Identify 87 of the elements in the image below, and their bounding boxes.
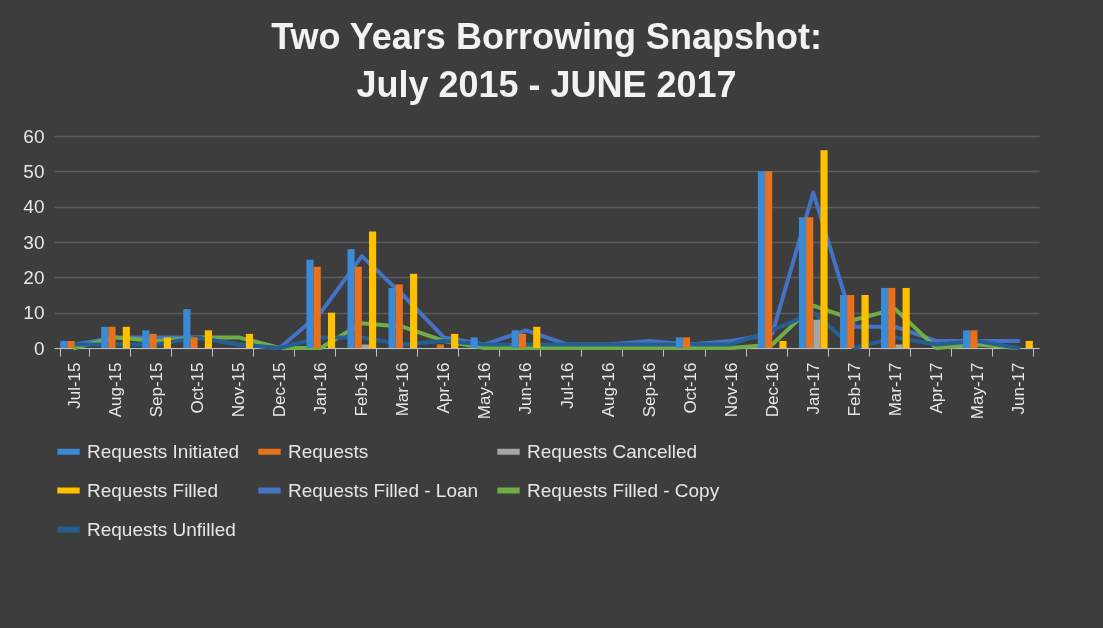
legend-label: Requests Filled - Loan bbox=[288, 479, 479, 501]
x-tick-label: Aug-15 bbox=[106, 362, 126, 418]
y-tick-label: 0 bbox=[33, 337, 45, 359]
bar bbox=[682, 337, 691, 348]
legend-label: Requests Filled bbox=[87, 479, 218, 501]
bar bbox=[820, 150, 828, 348]
bar bbox=[436, 344, 444, 348]
x-tick-label: Dec-15 bbox=[270, 362, 290, 418]
x-tick-label: Jun-17 bbox=[1008, 362, 1028, 415]
x-tick-label: Oct-15 bbox=[188, 362, 208, 414]
bar bbox=[183, 309, 191, 348]
bar bbox=[511, 330, 519, 348]
bar bbox=[354, 266, 362, 348]
x-tick-label: Apr-17 bbox=[926, 362, 946, 414]
bar bbox=[101, 326, 109, 348]
bar bbox=[142, 330, 150, 348]
x-tick-label: Sep-15 bbox=[147, 362, 167, 418]
bar bbox=[779, 340, 787, 348]
x-tick-label: Jan-17 bbox=[803, 362, 823, 415]
bar bbox=[806, 217, 814, 348]
bar bbox=[204, 330, 213, 348]
bar bbox=[861, 295, 869, 348]
bar bbox=[410, 273, 418, 348]
y-tick-label: 60 bbox=[23, 125, 45, 147]
bar bbox=[163, 337, 171, 348]
x-tick-label: Dec-16 bbox=[762, 362, 782, 418]
x-tick-label: Nov-15 bbox=[229, 362, 249, 418]
bar bbox=[306, 259, 314, 348]
x-tick-label: May-17 bbox=[967, 362, 987, 420]
bar bbox=[847, 295, 855, 348]
x-tick-label: Jan-16 bbox=[311, 362, 331, 415]
bar bbox=[149, 333, 157, 348]
bar bbox=[470, 337, 478, 348]
y-tick-label: 10 bbox=[23, 302, 45, 324]
bar bbox=[798, 217, 807, 348]
bar bbox=[895, 344, 903, 348]
bar bbox=[880, 287, 889, 348]
y-tick-label: 20 bbox=[23, 266, 45, 288]
bar bbox=[67, 340, 75, 348]
bar bbox=[108, 326, 116, 348]
x-tick-label: Jul-16 bbox=[557, 362, 577, 409]
bar bbox=[361, 344, 369, 348]
legend-label: Requests Initiated bbox=[87, 440, 240, 462]
bar bbox=[451, 333, 459, 348]
x-tick-label: Feb-17 bbox=[844, 362, 864, 417]
x-tick-label: Jun-16 bbox=[516, 362, 536, 415]
bar bbox=[313, 266, 321, 348]
bar bbox=[533, 326, 541, 348]
bar bbox=[368, 231, 377, 348]
bar bbox=[518, 333, 526, 348]
text: Two Years Borrowing Snapshot: bbox=[271, 16, 822, 57]
bar bbox=[347, 249, 355, 348]
x-tick-label: Mar-17 bbox=[885, 362, 905, 417]
y-tick-label: 40 bbox=[23, 196, 45, 218]
bar bbox=[327, 312, 336, 348]
x-tick-label: Oct-16 bbox=[680, 362, 700, 414]
bar bbox=[888, 287, 896, 348]
bar bbox=[388, 287, 396, 348]
x-tick-label: Feb-16 bbox=[352, 362, 372, 417]
x-tick-label: Mar-16 bbox=[393, 362, 413, 417]
legend-label: Requests Cancelled bbox=[527, 440, 698, 462]
legend-label: Requests Unfilled bbox=[87, 518, 236, 540]
bar bbox=[970, 330, 978, 348]
x-tick-label: Nov-16 bbox=[721, 362, 741, 418]
x-tick-label: Jul-15 bbox=[65, 362, 85, 409]
bar bbox=[190, 337, 198, 348]
bar bbox=[839, 295, 848, 348]
bar bbox=[60, 340, 68, 348]
bar bbox=[1025, 340, 1033, 348]
bar bbox=[963, 330, 971, 348]
x-tick-label: Apr-16 bbox=[434, 362, 454, 414]
x-tick-label: Sep-16 bbox=[639, 362, 659, 418]
bar bbox=[902, 287, 910, 348]
bar bbox=[757, 171, 766, 348]
legend-label: Requests Filled - Copy bbox=[527, 479, 720, 501]
x-tick-label: Aug-16 bbox=[598, 362, 618, 418]
bar bbox=[813, 319, 821, 348]
text: July 2015 - JUNE 2017 bbox=[356, 64, 737, 105]
bar bbox=[245, 333, 254, 348]
y-tick-label: 50 bbox=[23, 160, 45, 182]
x-tick-label: May-16 bbox=[475, 362, 495, 420]
bar bbox=[122, 326, 130, 348]
bar bbox=[675, 337, 683, 348]
y-tick-label: 30 bbox=[23, 231, 45, 253]
bar bbox=[395, 284, 403, 348]
bar bbox=[765, 171, 773, 348]
legend-label: Requests bbox=[288, 440, 369, 462]
